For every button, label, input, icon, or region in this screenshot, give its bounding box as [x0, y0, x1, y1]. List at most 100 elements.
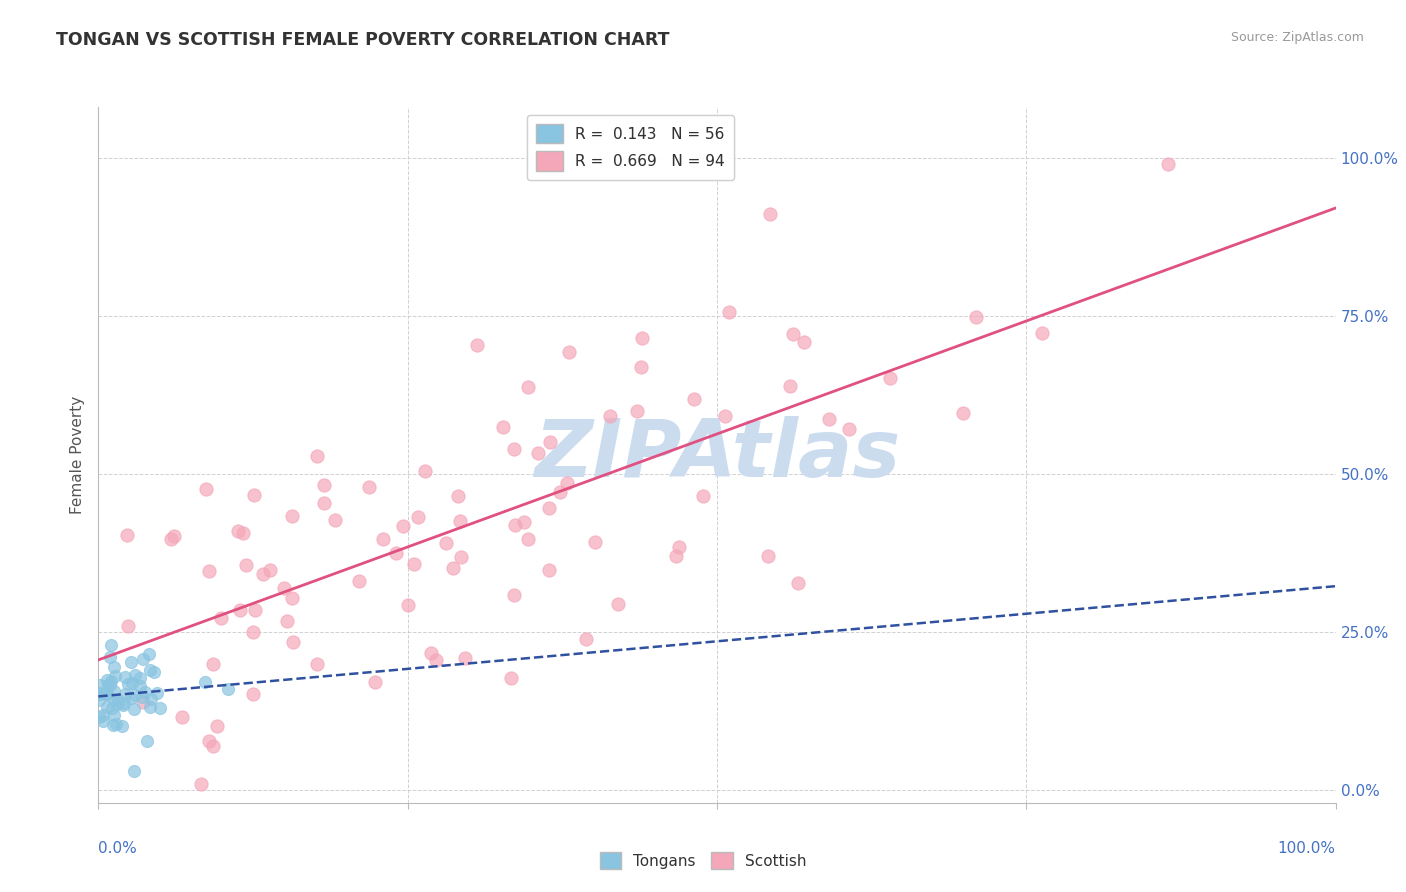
- Point: [952, 406, 974, 420]
- Point: [425, 653, 447, 667]
- Point: [538, 434, 561, 449]
- Point: [758, 206, 780, 220]
- Point: [718, 305, 741, 319]
- Point: [364, 674, 387, 689]
- Point: [112, 698, 135, 712]
- Point: [159, 533, 181, 547]
- Point: [668, 540, 690, 554]
- Point: [117, 677, 139, 691]
- Point: [105, 698, 128, 712]
- Point: [392, 519, 415, 533]
- Point: [683, 392, 706, 406]
- Point: [305, 449, 328, 463]
- Point: [194, 675, 217, 690]
- Point: [446, 489, 468, 503]
- Point: [630, 359, 652, 374]
- Point: [575, 632, 598, 646]
- Point: [323, 513, 346, 527]
- Point: [965, 310, 987, 324]
- Point: [245, 603, 267, 617]
- Point: [128, 679, 150, 693]
- Point: [201, 739, 224, 753]
- Point: [692, 489, 714, 503]
- Legend: R =  0.143   N = 56, R =  0.669   N = 94: R = 0.143 N = 56, R = 0.669 N = 94: [527, 115, 734, 180]
- Point: [89, 686, 111, 700]
- Point: [305, 657, 328, 671]
- Point: [454, 650, 477, 665]
- Legend: Tongans, Scottish: Tongans, Scottish: [593, 846, 813, 875]
- Point: [235, 558, 257, 573]
- Point: [243, 488, 266, 502]
- Point: [129, 672, 152, 686]
- Point: [100, 673, 122, 688]
- Point: [114, 670, 136, 684]
- Point: [242, 687, 264, 701]
- Point: [124, 688, 146, 702]
- Y-axis label: Female Poverty: Female Poverty: [70, 396, 86, 514]
- Point: [209, 610, 232, 624]
- Point: [101, 701, 124, 715]
- Point: [465, 338, 488, 352]
- Point: [252, 567, 274, 582]
- Point: [101, 717, 124, 731]
- Point: [276, 614, 298, 628]
- Point: [527, 446, 550, 460]
- Text: 100.0%: 100.0%: [1278, 841, 1336, 856]
- Point: [114, 687, 136, 701]
- Point: [499, 672, 522, 686]
- Point: [96, 673, 118, 688]
- Point: [503, 442, 526, 457]
- Point: [782, 326, 804, 341]
- Point: [555, 476, 578, 491]
- Point: [413, 464, 436, 478]
- Point: [111, 719, 134, 733]
- Point: [434, 536, 457, 550]
- Point: [259, 563, 281, 577]
- Point: [96, 687, 118, 701]
- Point: [626, 404, 648, 418]
- Point: [115, 527, 138, 541]
- Point: [98, 649, 121, 664]
- Point: [97, 678, 120, 692]
- Point: [550, 485, 572, 500]
- Point: [207, 718, 229, 732]
- Point: [371, 532, 394, 546]
- Point: [503, 518, 526, 533]
- Point: [198, 564, 221, 578]
- Point: [91, 714, 114, 728]
- Point: [105, 716, 128, 731]
- Point: [134, 685, 156, 699]
- Point: [89, 687, 111, 701]
- Point: [226, 524, 249, 538]
- Point: [606, 597, 628, 611]
- Point: [195, 483, 218, 497]
- Point: [714, 409, 737, 423]
- Point: [103, 692, 125, 706]
- Point: [139, 691, 162, 706]
- Point: [312, 496, 335, 510]
- Point: [107, 693, 129, 707]
- Point: [120, 655, 142, 669]
- Point: [91, 708, 114, 723]
- Point: [838, 422, 860, 436]
- Point: [599, 409, 621, 424]
- Point: [135, 733, 157, 747]
- Point: [103, 684, 125, 698]
- Point: [1157, 157, 1180, 171]
- Point: [396, 598, 419, 612]
- Point: [402, 558, 425, 572]
- Point: [558, 345, 581, 359]
- Point: [124, 702, 146, 716]
- Point: [94, 687, 117, 701]
- Point: [146, 686, 169, 700]
- Point: [450, 549, 472, 564]
- Point: [879, 371, 901, 385]
- Point: [583, 535, 606, 549]
- Point: [217, 682, 239, 697]
- Point: [513, 515, 536, 529]
- Point: [314, 477, 336, 491]
- Point: [172, 710, 194, 724]
- Point: [117, 619, 139, 633]
- Point: [280, 591, 302, 605]
- Point: [100, 638, 122, 652]
